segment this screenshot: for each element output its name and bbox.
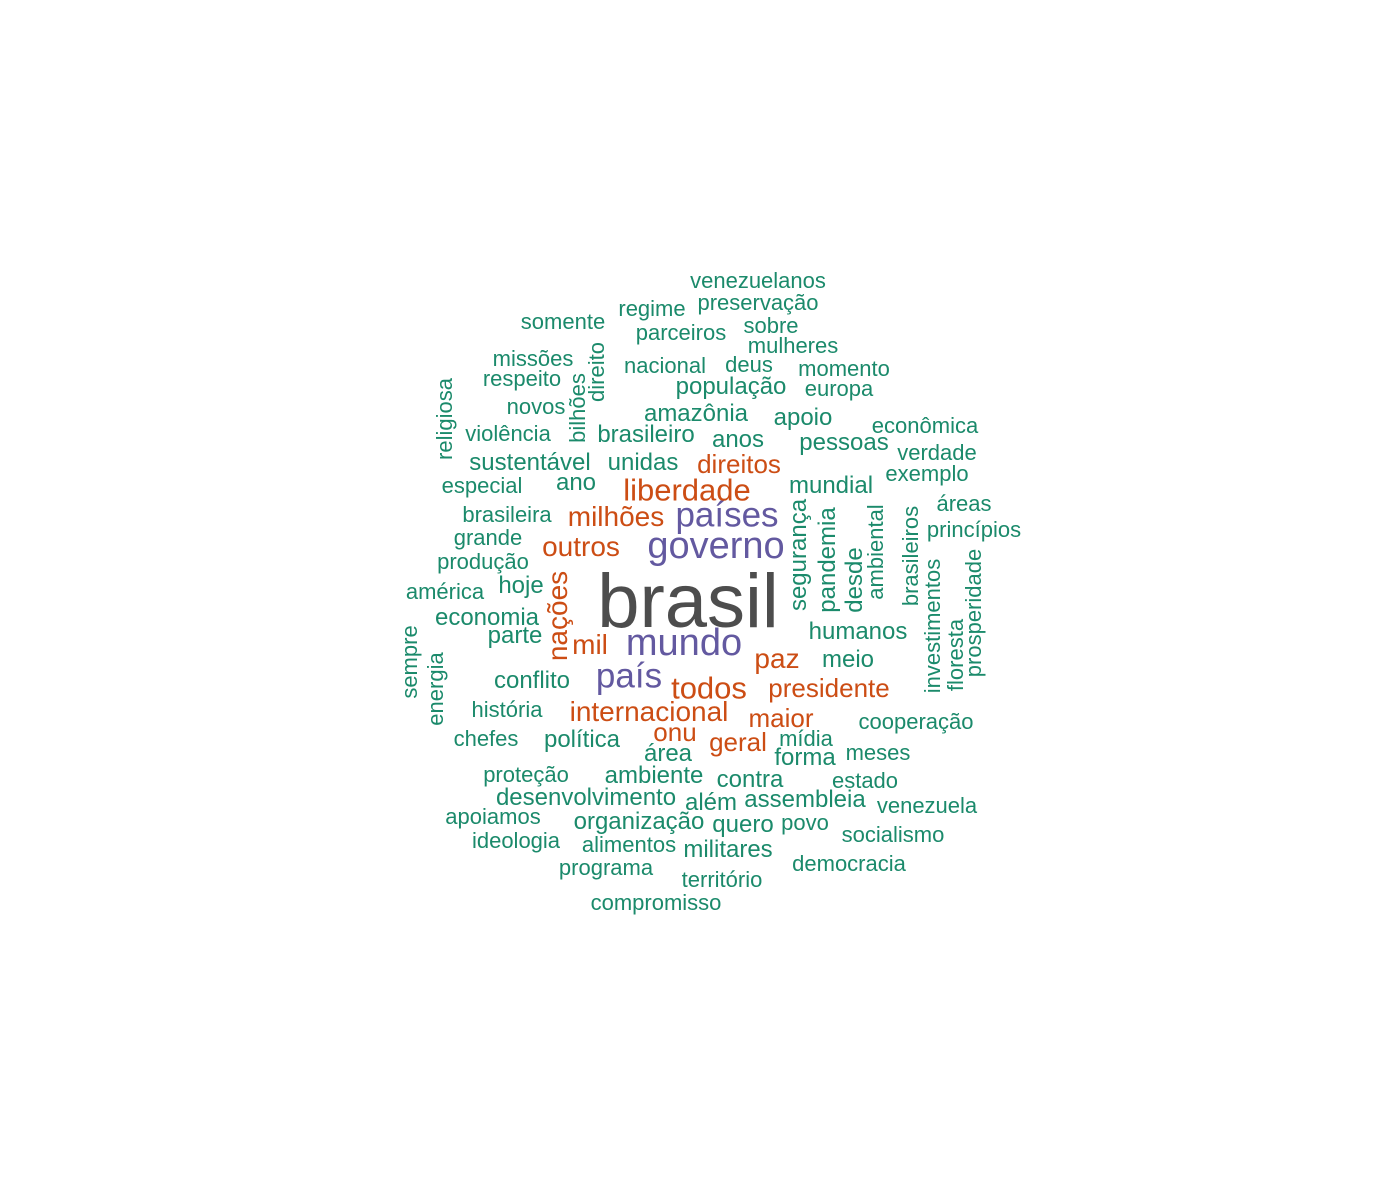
word-deus: deus (725, 352, 773, 377)
word-midia: mídia (779, 726, 833, 751)
word-seguranca: segurança (785, 498, 812, 612)
word-apoio: apoio (773, 404, 833, 431)
word-brasil: brasil (597, 559, 779, 644)
word-assembleia: assembleia (744, 786, 866, 813)
word-milhoes: milhões (567, 501, 665, 532)
word-anos: anos (711, 426, 765, 453)
word-missoes: missões (492, 346, 574, 371)
word-contra: contra (716, 766, 784, 793)
word-novos: novos (506, 394, 566, 419)
word-povo: povo (781, 810, 829, 835)
word-meses: meses (845, 740, 911, 765)
word-presidente: presidente (768, 673, 890, 703)
word-governo: governo (647, 525, 785, 567)
word-respeito: respeito (482, 366, 562, 391)
word-bilhoes: bilhões (565, 373, 590, 443)
word-mundial: mundial (788, 472, 874, 499)
word-outros: outros (542, 531, 620, 562)
word-protecao: proteção (483, 762, 569, 787)
word-principios: princípios (926, 517, 1022, 542)
word-areas: áreas (936, 491, 992, 516)
word-liberdade: liberdade (623, 472, 751, 508)
word-cooperacao: cooperação (858, 709, 974, 734)
word-pandemia: pandemia (814, 507, 841, 613)
word-venezuela: venezuela (876, 793, 978, 818)
word-area: área (643, 740, 693, 767)
word-estado: estado (831, 768, 899, 793)
word-producao: produção (437, 549, 529, 574)
word-conflito: conflito (493, 667, 571, 694)
word-meio: meio (821, 646, 875, 673)
word-parte: parte (487, 622, 543, 649)
word-quero: quero (712, 811, 774, 838)
word-direitos: direitos (697, 449, 781, 479)
word-alem: além (684, 789, 738, 816)
word-mil: mil (572, 629, 608, 660)
word-hoje: hoje (498, 572, 544, 599)
word-maior: maior (748, 703, 814, 733)
word-venezuelanos: venezuelanos (690, 268, 826, 293)
word-nacional: nacional (624, 353, 706, 378)
word-preservacao: preservação (697, 290, 819, 315)
word-forma: forma (774, 744, 836, 771)
word-politica: política (543, 726, 621, 753)
word-prosperidade: prosperidade (961, 548, 986, 678)
word-economia: economia (434, 604, 540, 631)
word-alimentos: alimentos (581, 832, 677, 857)
word-ideologia: ideologia (471, 828, 561, 853)
word-historia: história (471, 697, 543, 722)
word-investimentos: investimentos (920, 558, 945, 694)
word-europa: europa (804, 376, 874, 401)
word-todos: todos (671, 670, 747, 706)
word-humanos: humanos (808, 618, 908, 645)
word-momento: momento (798, 356, 890, 381)
word-programa: programa (558, 855, 654, 880)
word-especial: especial (441, 473, 523, 498)
word-religiosa: religiosa (432, 378, 457, 460)
word-pais: país (595, 656, 663, 696)
word-territorio: território (681, 867, 763, 892)
word-unidas: unidas (607, 449, 679, 476)
word-brasileiro: brasileiro (597, 421, 695, 448)
word-ambiental: ambiental (863, 504, 888, 600)
word-exemplo: exemplo (885, 461, 969, 486)
word-organizacao: organização (573, 808, 705, 835)
word-grande: grande (453, 525, 523, 550)
word-paz: paz (754, 643, 800, 674)
word-militares: militares (683, 836, 773, 863)
word-chefes: chefes (453, 726, 519, 751)
word-onu: onu (653, 717, 697, 747)
word-verdade: verdade (897, 440, 977, 465)
word-economica: econômica (871, 413, 979, 438)
word-internacional: internacional (569, 696, 729, 727)
word-sempre: sempre (397, 625, 422, 699)
word-violencia: violência (465, 421, 551, 446)
word-regime: regime (618, 296, 686, 321)
word-populacao: população (675, 373, 787, 400)
word-energia: energia (423, 652, 448, 726)
word-brasileira: brasileira (462, 502, 552, 527)
word-paises: países (675, 495, 779, 535)
word-geral: geral (709, 727, 767, 757)
word-democracia: democracia (792, 851, 906, 876)
word-ano: ano (555, 469, 597, 496)
word-parceiros: parceiros (635, 320, 727, 345)
word-sobre: sobre (743, 313, 799, 338)
word-apoiamos: apoiamos (445, 804, 541, 829)
word-socialismo: socialismo (841, 822, 945, 847)
word-desenvolvimento: desenvolvimento (495, 784, 677, 811)
word-mulheres: mulheres (747, 333, 839, 358)
word-ambiente: ambiente (604, 762, 704, 789)
word-pessoas: pessoas (799, 429, 889, 456)
word-america: américa (405, 579, 485, 604)
word-sustentavel: sustentável (469, 449, 591, 476)
word-compromisso: compromisso (590, 890, 722, 915)
word-nacoes: nações (542, 570, 573, 662)
word-somente: somente (520, 309, 606, 334)
word-brasileiros: brasileiros (898, 505, 923, 607)
word-mundo: mundo (625, 622, 743, 664)
word-amazonia: amazônia (643, 400, 749, 427)
